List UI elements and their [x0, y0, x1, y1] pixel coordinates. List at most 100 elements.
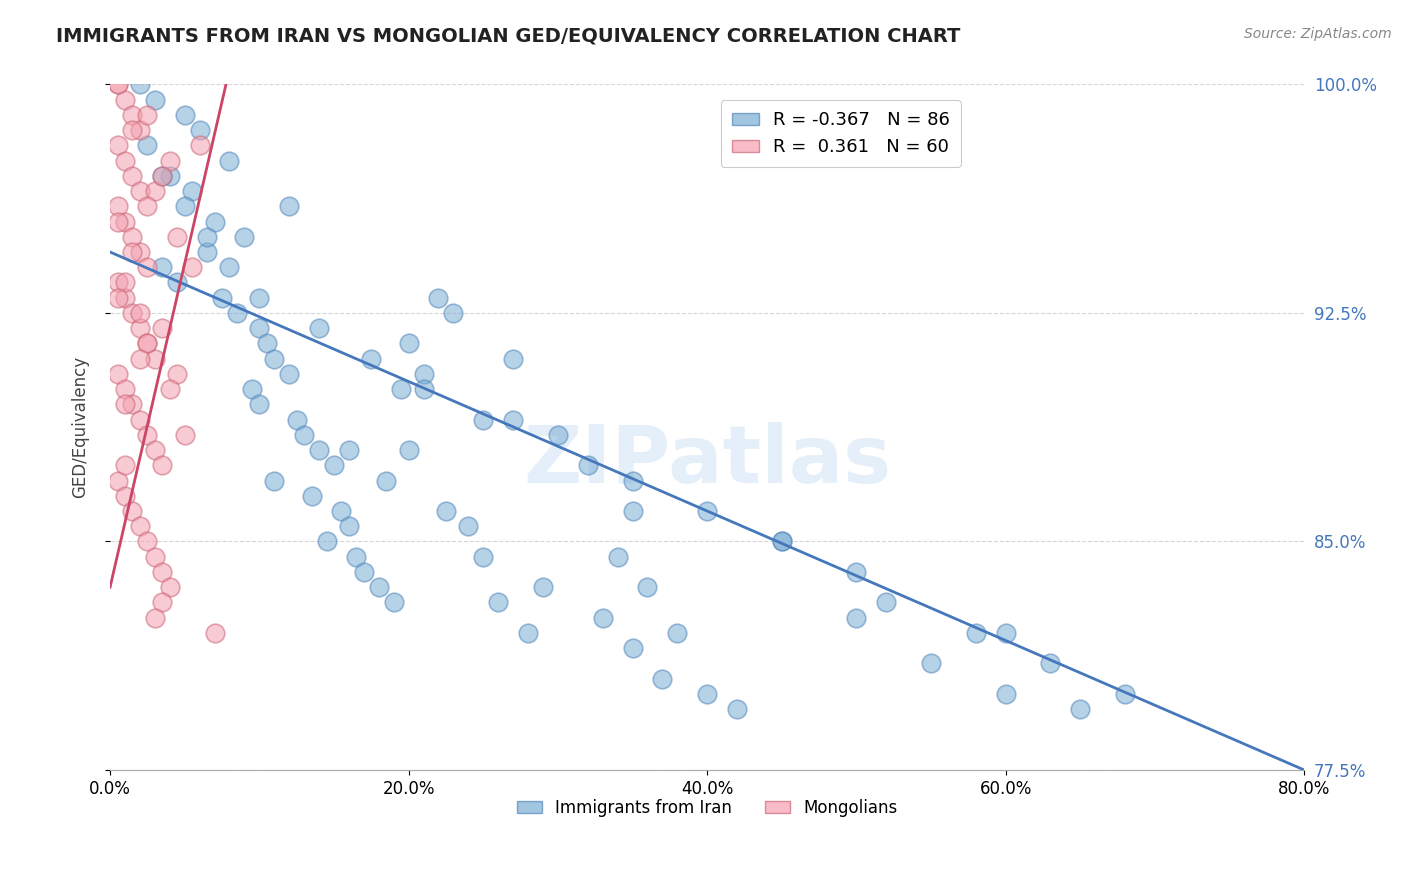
Point — [1114, 687, 1136, 701]
Point — [337, 443, 360, 458]
Point — [517, 626, 540, 640]
Point — [434, 504, 457, 518]
Point — [875, 595, 897, 609]
Point — [651, 672, 673, 686]
Point — [263, 351, 285, 366]
Point — [389, 382, 412, 396]
Point — [181, 260, 204, 275]
Point — [150, 595, 173, 609]
Point — [143, 351, 166, 366]
Point — [353, 565, 375, 579]
Point — [247, 291, 270, 305]
Point — [150, 458, 173, 473]
Point — [398, 443, 420, 458]
Point — [173, 199, 195, 213]
Point — [920, 657, 942, 671]
Point — [337, 519, 360, 533]
Point — [150, 321, 173, 335]
Point — [136, 199, 159, 213]
Point — [129, 123, 152, 137]
Point — [143, 443, 166, 458]
Point — [412, 367, 434, 381]
Point — [143, 549, 166, 564]
Point — [218, 260, 240, 275]
Point — [308, 321, 330, 335]
Point — [621, 474, 644, 488]
Point — [315, 534, 337, 549]
Point — [136, 336, 159, 351]
Y-axis label: GED/Equivalency: GED/Equivalency — [72, 356, 89, 499]
Point — [398, 336, 420, 351]
Point — [107, 199, 129, 213]
Point — [195, 245, 218, 260]
Point — [121, 108, 143, 122]
Point — [994, 626, 1017, 640]
Point — [218, 153, 240, 168]
Point — [181, 184, 204, 198]
Point — [136, 336, 159, 351]
Point — [204, 214, 226, 228]
Text: ZIPatlas: ZIPatlas — [523, 423, 891, 500]
Point — [121, 123, 143, 137]
Point — [382, 595, 405, 609]
Point — [121, 306, 143, 320]
Point — [278, 367, 301, 381]
Point — [159, 580, 181, 594]
Point — [107, 276, 129, 290]
Point — [360, 351, 382, 366]
Point — [278, 199, 301, 213]
Point — [247, 321, 270, 335]
Point — [166, 229, 188, 244]
Point — [375, 474, 398, 488]
Point — [114, 489, 136, 503]
Point — [143, 93, 166, 107]
Point — [143, 610, 166, 624]
Point — [129, 351, 152, 366]
Point — [121, 397, 143, 411]
Point — [472, 412, 495, 426]
Point — [114, 382, 136, 396]
Point — [166, 367, 188, 381]
Point — [114, 153, 136, 168]
Point — [330, 504, 353, 518]
Point — [256, 336, 278, 351]
Point — [173, 427, 195, 442]
Point — [114, 291, 136, 305]
Point — [441, 306, 464, 320]
Point — [129, 321, 152, 335]
Point — [150, 565, 173, 579]
Point — [696, 504, 718, 518]
Point — [502, 351, 524, 366]
Point — [107, 367, 129, 381]
Point — [696, 687, 718, 701]
Point — [114, 397, 136, 411]
Point — [173, 108, 195, 122]
Text: IMMIGRANTS FROM IRAN VS MONGOLIAN GED/EQUIVALENCY CORRELATION CHART: IMMIGRANTS FROM IRAN VS MONGOLIAN GED/EQ… — [56, 27, 960, 45]
Point — [107, 214, 129, 228]
Point — [770, 534, 793, 549]
Point — [427, 291, 450, 305]
Point — [159, 169, 181, 183]
Point — [166, 276, 188, 290]
Point — [457, 519, 479, 533]
Point — [247, 397, 270, 411]
Point — [301, 489, 323, 503]
Point — [121, 229, 143, 244]
Point — [136, 138, 159, 153]
Point — [136, 534, 159, 549]
Point — [240, 382, 263, 396]
Legend: Immigrants from Iran, Mongolians: Immigrants from Iran, Mongolians — [510, 792, 904, 823]
Point — [285, 412, 308, 426]
Point — [547, 427, 569, 442]
Point — [114, 458, 136, 473]
Point — [129, 306, 152, 320]
Point — [195, 229, 218, 244]
Point — [725, 702, 748, 716]
Point — [121, 245, 143, 260]
Point — [472, 549, 495, 564]
Point — [486, 595, 509, 609]
Point — [233, 229, 256, 244]
Point — [845, 565, 868, 579]
Point — [129, 184, 152, 198]
Point — [129, 245, 152, 260]
